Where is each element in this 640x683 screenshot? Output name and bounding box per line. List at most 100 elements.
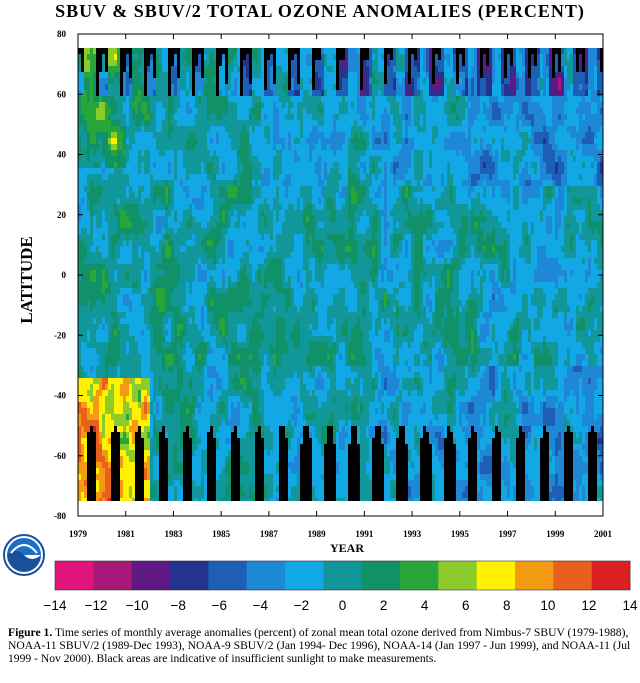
heatmap-cell	[120, 204, 124, 211]
heatmap-cell	[276, 186, 280, 193]
heatmap-cell	[360, 60, 364, 67]
heatmap-cell	[180, 168, 184, 175]
heatmap-cell	[600, 156, 603, 163]
heatmap-cell	[549, 84, 553, 91]
heatmap-cell	[135, 210, 139, 217]
heatmap-cell	[183, 66, 187, 73]
heatmap-cell	[531, 60, 535, 67]
heatmap-cell	[450, 72, 454, 79]
heatmap-cell	[204, 102, 208, 109]
heatmap-cell	[327, 174, 331, 181]
heatmap-cell	[522, 78, 526, 85]
heatmap-cell	[345, 192, 349, 199]
heatmap-cell	[405, 114, 409, 121]
heatmap-cell	[159, 66, 163, 73]
heatmap-cell	[234, 108, 238, 115]
heatmap-cell	[528, 162, 532, 169]
heatmap-cell	[225, 210, 229, 217]
heatmap-cell	[222, 54, 226, 61]
heatmap-cell	[555, 78, 559, 85]
heatmap-cell	[447, 84, 451, 91]
heatmap-cell	[135, 150, 139, 157]
heatmap-cell	[117, 216, 121, 223]
heatmap-cell	[450, 204, 454, 211]
heatmap-cell	[360, 180, 364, 187]
heatmap-cell	[81, 126, 85, 133]
heatmap-cell	[162, 66, 166, 73]
heatmap-cell	[477, 72, 481, 79]
heatmap-cell	[132, 162, 136, 169]
heatmap-cell	[573, 210, 577, 217]
heatmap-cell	[522, 126, 526, 133]
heatmap-cell	[216, 204, 220, 211]
heatmap-cell	[537, 198, 541, 205]
heatmap-cell	[318, 108, 322, 115]
heatmap-cell	[564, 66, 568, 73]
heatmap-cell	[462, 108, 466, 115]
heatmap-cell	[582, 162, 586, 169]
heatmap-cell	[99, 186, 103, 193]
heatmap-cell	[420, 210, 424, 217]
heatmap-cell	[222, 102, 226, 109]
heatmap-cell	[114, 204, 118, 211]
heatmap-cell	[480, 48, 484, 55]
heatmap-cell	[291, 120, 295, 127]
heatmap-cell	[417, 156, 421, 163]
heatmap-cell	[600, 114, 603, 121]
heatmap-cell	[447, 168, 451, 175]
heatmap-cell	[348, 132, 352, 139]
heatmap-cell	[372, 204, 376, 211]
heatmap-cell	[303, 54, 307, 61]
heatmap-cell	[90, 102, 94, 109]
heatmap-cell	[483, 96, 487, 103]
heatmap-cell	[504, 102, 508, 109]
heatmap-cell	[264, 66, 268, 73]
heatmap-cell	[567, 192, 571, 199]
heatmap-cell	[372, 66, 376, 73]
heatmap-cell	[450, 54, 454, 61]
heatmap-cell	[222, 96, 226, 103]
heatmap-cell	[84, 120, 88, 127]
heatmap-cell	[123, 210, 127, 217]
heatmap-cell	[528, 72, 532, 79]
heatmap-cell	[138, 192, 142, 199]
heatmap-cell	[117, 96, 121, 103]
heatmap-cell	[429, 102, 433, 109]
heatmap-cell	[81, 138, 85, 145]
heatmap-cell	[207, 210, 211, 217]
heatmap-cell	[390, 108, 394, 115]
heatmap-cell	[396, 84, 400, 91]
heatmap-cell	[87, 114, 91, 121]
heatmap-cell	[387, 198, 391, 205]
heatmap-cell	[501, 186, 505, 193]
heatmap-cell	[498, 72, 502, 79]
heatmap-cell	[300, 72, 304, 79]
heatmap-cell	[288, 144, 292, 151]
heatmap-cell	[426, 90, 430, 97]
heatmap-cell	[270, 108, 274, 115]
heatmap-cell	[114, 198, 118, 205]
heatmap-cell	[207, 114, 211, 121]
heatmap-cell	[78, 60, 82, 67]
heatmap-cell	[276, 126, 280, 133]
heatmap-cell	[507, 102, 511, 109]
heatmap-cell	[372, 156, 376, 163]
heatmap-cell	[96, 174, 100, 181]
heatmap-cell	[471, 162, 475, 169]
heatmap-cell	[483, 54, 487, 61]
heatmap-cell	[321, 132, 325, 139]
heatmap-cell	[321, 120, 325, 127]
heatmap-cell	[216, 156, 220, 163]
heatmap-cell	[135, 120, 139, 127]
heatmap-cell	[195, 138, 199, 145]
heatmap-cell	[519, 186, 523, 193]
heatmap-cell	[198, 174, 202, 181]
heatmap-cell	[243, 180, 247, 187]
heatmap-cell	[465, 198, 469, 205]
heatmap-cell	[117, 186, 121, 193]
heatmap-cell	[489, 138, 493, 145]
heatmap-cell	[318, 156, 322, 163]
heatmap-cell	[474, 132, 478, 139]
heatmap-cell	[354, 132, 358, 139]
heatmap-cell	[384, 72, 388, 79]
